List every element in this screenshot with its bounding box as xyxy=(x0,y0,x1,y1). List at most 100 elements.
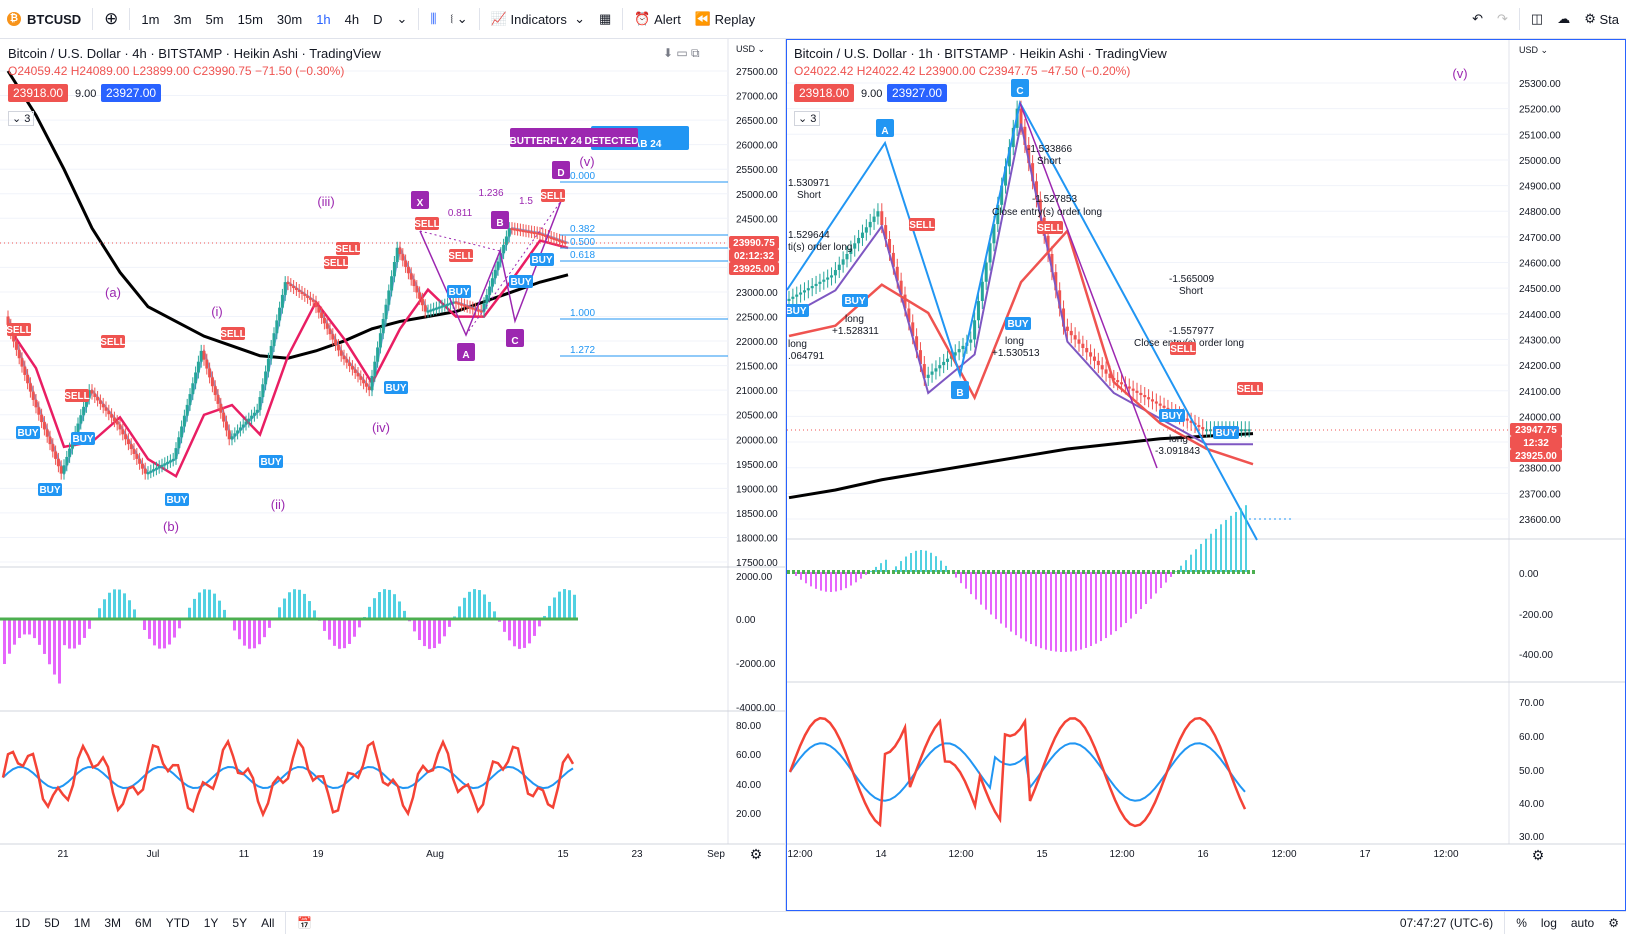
left-candle xyxy=(222,412,226,422)
undo-button[interactable]: ↶ xyxy=(1465,0,1490,38)
range-ytd[interactable]: YTD xyxy=(165,916,190,930)
right-indicator-count[interactable]: ⌄ 3 xyxy=(794,111,821,126)
compare-button[interactable]: ⊕ xyxy=(97,0,125,38)
left-buy-signal-bg xyxy=(259,455,283,468)
left-chart-svg[interactable]: USD ⌄ 27500.00 27000.00 26500.00 26000.00 255… xyxy=(0,39,785,911)
interval-5m[interactable]: 5m xyxy=(205,11,224,27)
right-annotation: 1.530971 xyxy=(788,178,830,189)
right-buy-signal-bg xyxy=(842,294,868,307)
left-candle xyxy=(308,297,312,300)
left-chart-pane[interactable]: USD ⌄ 27500.00 27000.00 26500.00 26000.00 255… xyxy=(0,39,786,911)
templates-button[interactable]: ▦ xyxy=(592,0,618,38)
left-fib-label: 1.000 xyxy=(570,308,595,319)
right-candle xyxy=(1239,429,1243,432)
left-macd-bar xyxy=(173,619,176,638)
interval-15m[interactable]: 15m xyxy=(237,11,263,27)
chart-settings-button[interactable]: ⚙ xyxy=(1601,916,1626,930)
left-macd-bar xyxy=(553,597,556,619)
right-chart-pane[interactable]: USD ⌄ 25300.00 25200.00 25100.00 25000.00 249… xyxy=(786,39,1626,911)
right-macd-bar xyxy=(1130,572,1132,619)
chart-type-dropdown[interactable]: ⧙ ⌄ xyxy=(443,0,474,38)
left-ask-box[interactable]: 23927.00 xyxy=(101,84,162,102)
left-indicator-count[interactable]: ⌄ 3 xyxy=(8,111,35,126)
interval-d[interactable]: D xyxy=(373,11,383,27)
left-butterfly-banner: BUTTERFLY 24 DETECTED xyxy=(510,136,639,147)
indicators-button[interactable]: 📈 Indicators ⌄ xyxy=(490,11,585,27)
chart-type-line[interactable]: ⫼ xyxy=(423,0,443,38)
interval-4h[interactable]: 4h xyxy=(344,11,360,27)
left-macd-bar xyxy=(163,619,166,649)
left-sell-signal-bg xyxy=(324,256,348,269)
right-candle xyxy=(1007,147,1011,167)
left-last-price-bg xyxy=(729,236,779,249)
left-sell-signal-bg xyxy=(541,189,565,202)
left-candle xyxy=(496,261,500,270)
alert-button[interactable]: ⏰ Alert xyxy=(634,11,681,27)
right-macd-bar xyxy=(1095,572,1097,644)
right-candle xyxy=(961,345,965,350)
right-price-tick: 24600.00 xyxy=(1519,259,1561,270)
right-time-tick: 12:00 xyxy=(1433,849,1458,860)
left-pane-controls[interactable]: ⬇ ▭ ⧉ xyxy=(663,46,700,60)
log-toggle[interactable]: log xyxy=(1540,916,1557,930)
right-last-price: 23947.75 xyxy=(1515,425,1557,436)
right-macd-bar xyxy=(855,572,857,583)
interval-3m[interactable]: 3m xyxy=(173,11,192,27)
auto-toggle[interactable]: auto xyxy=(1570,916,1595,930)
right-ask-box[interactable]: 23927.00 xyxy=(887,84,948,102)
chevron-down-icon: ⌄ xyxy=(456,11,468,26)
cloud-save-button[interactable]: ☁ xyxy=(1550,0,1577,38)
goto-date-button[interactable]: 📅 xyxy=(290,916,319,930)
left-candle xyxy=(191,383,195,395)
layout-button[interactable]: ◫ xyxy=(1524,0,1550,38)
left-candle xyxy=(166,461,170,464)
range-1m[interactable]: 1M xyxy=(73,916,91,930)
left-bid-box[interactable]: 23918.00 xyxy=(8,84,69,102)
right-rsi-tick: 40.00 xyxy=(1519,799,1544,810)
left-wave-label: (v) xyxy=(579,154,594,169)
right-annotation: -1.527853 xyxy=(1032,194,1077,205)
interval-1m[interactable]: 1m xyxy=(141,11,160,27)
range-1y[interactable]: 1Y xyxy=(203,916,219,930)
interval-1h[interactable]: 1h xyxy=(316,11,331,27)
range-5y[interactable]: 5Y xyxy=(232,916,248,930)
right-candle xyxy=(1034,181,1038,200)
percent-toggle[interactable]: % xyxy=(1516,916,1527,930)
right-candle xyxy=(1027,144,1031,164)
right-bid-box[interactable]: 23918.00 xyxy=(794,84,855,102)
right-annotation: -3.091843 xyxy=(1155,446,1200,457)
symbol-search[interactable]: ₿ BTCUSD xyxy=(0,0,88,38)
right-chart-svg[interactable]: USD ⌄ 25300.00 25200.00 25100.00 25000.00 249… xyxy=(787,40,1625,910)
settings-button[interactable]: ⚙ Sta xyxy=(1584,11,1619,27)
left-candle xyxy=(350,366,354,370)
redo-button[interactable]: ↷ xyxy=(1490,0,1515,38)
left-candle xyxy=(205,359,209,369)
left-macd-bar xyxy=(13,619,16,645)
replay-button[interactable]: ⏪ Replay xyxy=(694,11,756,27)
range-5d[interactable]: 5D xyxy=(44,916,60,930)
right-macd-bar xyxy=(1160,572,1162,589)
left-candle xyxy=(28,383,32,392)
left-candle xyxy=(143,468,147,474)
right-macd-bar xyxy=(1045,572,1047,650)
left-candle xyxy=(538,233,542,236)
right-rsi-tick: 30.00 xyxy=(1519,832,1544,843)
right-price-tick: 24100.00 xyxy=(1519,387,1561,398)
right-macd-bar xyxy=(910,553,912,572)
range-6m[interactable]: 6M xyxy=(135,916,152,930)
right-spread: 9.00 xyxy=(861,88,883,100)
interval-30m[interactable]: 30m xyxy=(276,11,303,27)
left-macd-bar xyxy=(208,589,211,619)
left-candle xyxy=(311,299,315,302)
left-macd-bar xyxy=(88,619,91,629)
range-3m[interactable]: 3M xyxy=(104,916,122,930)
right-macd-bar xyxy=(1070,572,1072,652)
left-candle xyxy=(82,406,86,416)
left-candle xyxy=(518,229,522,232)
interval-dropdown[interactable]: ⌄ xyxy=(390,0,415,38)
left-candle xyxy=(126,439,130,445)
clock[interactable]: 07:47:27 (UTC-6) xyxy=(1399,916,1494,930)
range-all[interactable]: All xyxy=(261,916,275,930)
range-1d[interactable]: 1D xyxy=(15,916,31,930)
left-macd-bar xyxy=(463,597,466,619)
